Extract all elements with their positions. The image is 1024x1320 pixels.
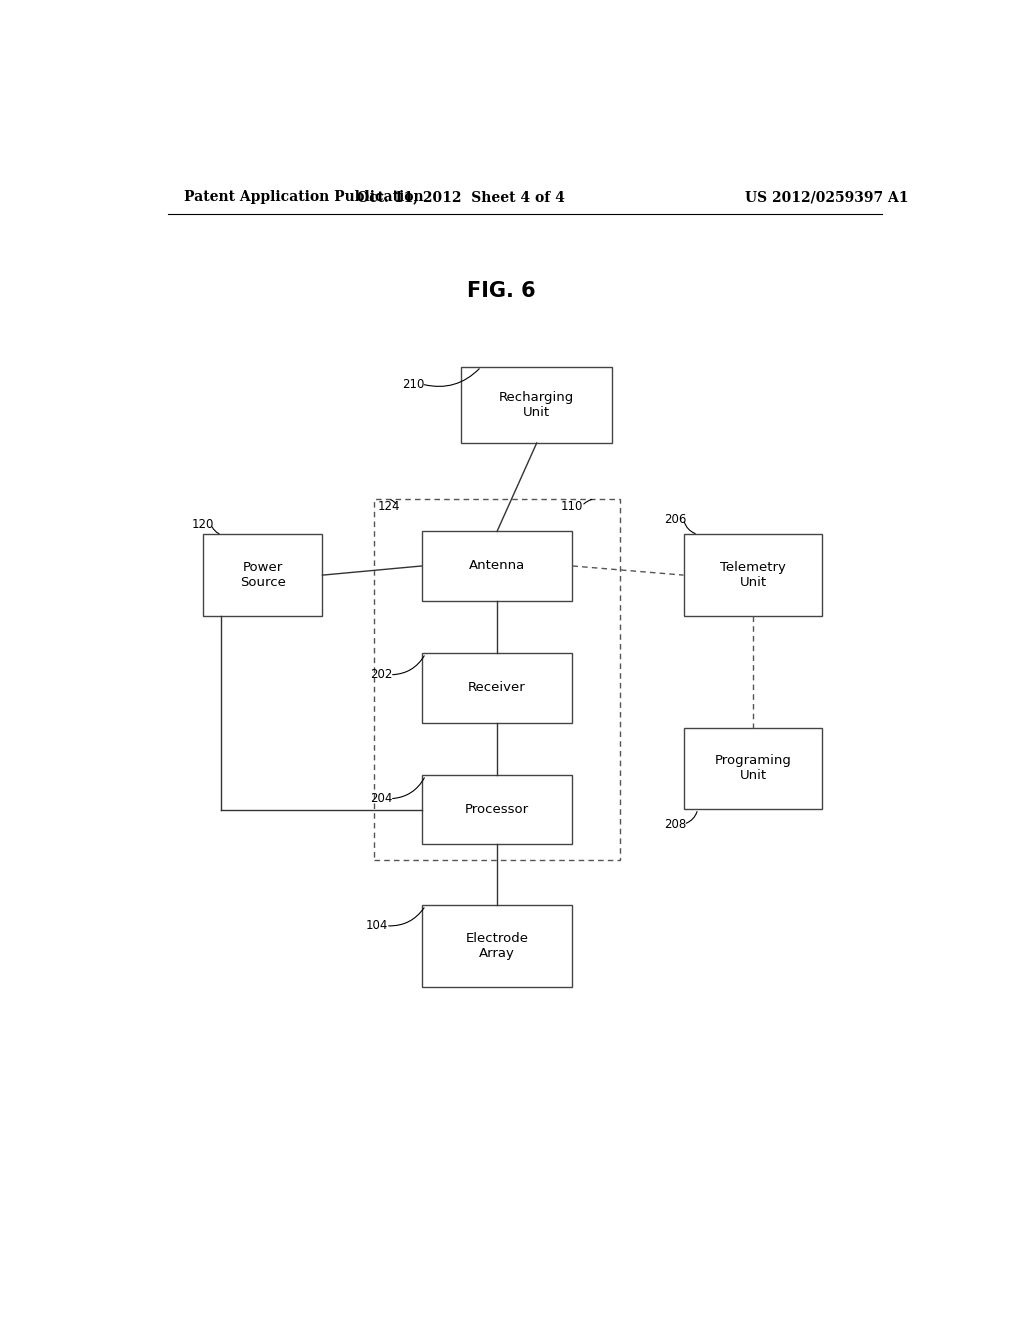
FancyBboxPatch shape — [422, 653, 572, 722]
FancyBboxPatch shape — [684, 535, 822, 615]
Text: 110: 110 — [560, 499, 583, 512]
FancyBboxPatch shape — [204, 535, 323, 615]
FancyBboxPatch shape — [684, 727, 822, 809]
Text: Recharging
Unit: Recharging Unit — [499, 391, 574, 418]
Text: Receiver: Receiver — [468, 681, 526, 694]
FancyBboxPatch shape — [461, 367, 612, 444]
Text: FIG. 6: FIG. 6 — [467, 281, 536, 301]
Text: 204: 204 — [370, 792, 392, 805]
Text: Processor: Processor — [465, 804, 529, 816]
FancyBboxPatch shape — [422, 532, 572, 601]
Text: US 2012/0259397 A1: US 2012/0259397 A1 — [744, 190, 908, 205]
Text: 124: 124 — [378, 499, 400, 512]
FancyBboxPatch shape — [422, 775, 572, 845]
Text: Power
Source: Power Source — [240, 561, 286, 589]
Text: Telemetry
Unit: Telemetry Unit — [720, 561, 785, 589]
Text: Antenna: Antenna — [469, 560, 525, 573]
Text: 104: 104 — [367, 919, 388, 932]
Text: 210: 210 — [401, 378, 424, 391]
FancyBboxPatch shape — [422, 906, 572, 987]
Text: 208: 208 — [664, 817, 686, 830]
Text: 206: 206 — [664, 512, 686, 525]
Text: 202: 202 — [370, 668, 392, 681]
Text: Programing
Unit: Programing Unit — [715, 754, 792, 783]
Text: Oct. 11, 2012  Sheet 4 of 4: Oct. 11, 2012 Sheet 4 of 4 — [357, 190, 565, 205]
Text: 120: 120 — [191, 517, 214, 531]
Text: Patent Application Publication: Patent Application Publication — [183, 190, 423, 205]
Text: Electrode
Array: Electrode Array — [466, 932, 528, 960]
